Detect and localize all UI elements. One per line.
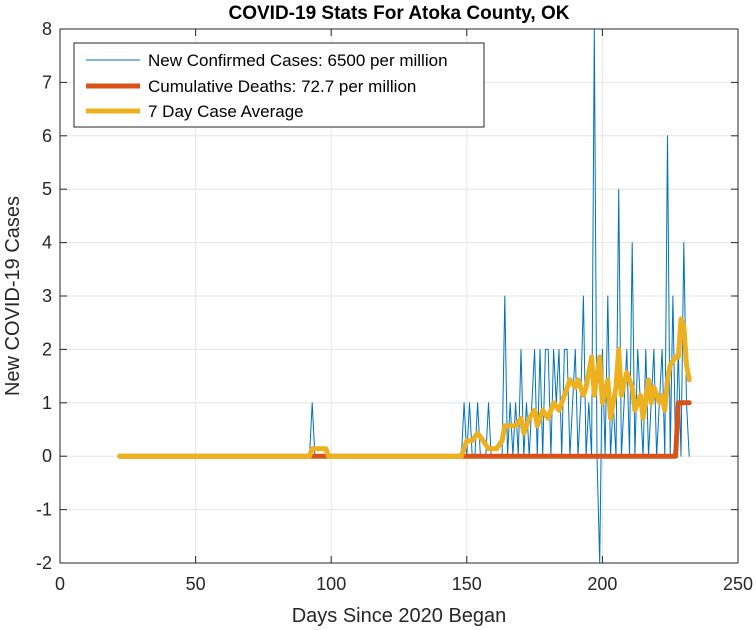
series-layer [117, 28, 692, 564]
y-tick-label: 2 [42, 339, 52, 359]
chart-title: COVID-19 Stats For Atoka County, OK [229, 3, 570, 24]
y-tick-label: 5 [42, 179, 52, 199]
x-axis-label: Days Since 2020 Began [292, 605, 507, 627]
legend-label-new-cases: New Confirmed Cases: 6500 per million [148, 51, 448, 70]
series-7-day-average [117, 316, 692, 459]
y-tick-label: 6 [42, 126, 52, 146]
y-axis-label: New COVID-19 Cases [2, 196, 24, 396]
y-tick-label: 1 [42, 393, 52, 413]
y-tick-label: 3 [42, 286, 52, 306]
ticks: 0 50 100 150 200 250 -2 -1 0 1 2 3 4 5 6 7 8 [36, 19, 753, 594]
x-tick-label: 200 [587, 574, 617, 594]
legend-box [73, 42, 485, 128]
y-tick-label: 0 [42, 446, 52, 466]
x-tick-label: 50 [186, 574, 206, 594]
y-tick-label: 7 [42, 72, 52, 92]
x-tick-label: 100 [316, 574, 346, 594]
x-tick-label: 0 [55, 574, 65, 594]
x-tick-label: 150 [452, 574, 482, 594]
y-tick-label: -2 [36, 553, 52, 573]
legend-label-average: 7 Day Case Average [148, 102, 304, 121]
y-tick-label: 8 [42, 19, 52, 39]
y-tick-label: 4 [42, 233, 52, 253]
x-tick-label: 250 [723, 574, 753, 594]
y-tick-label: -1 [36, 500, 52, 520]
legend: New Confirmed Cases: 6500 per million Cu… [73, 42, 485, 128]
legend-label-deaths: Cumulative Deaths: 72.7 per million [148, 77, 416, 96]
